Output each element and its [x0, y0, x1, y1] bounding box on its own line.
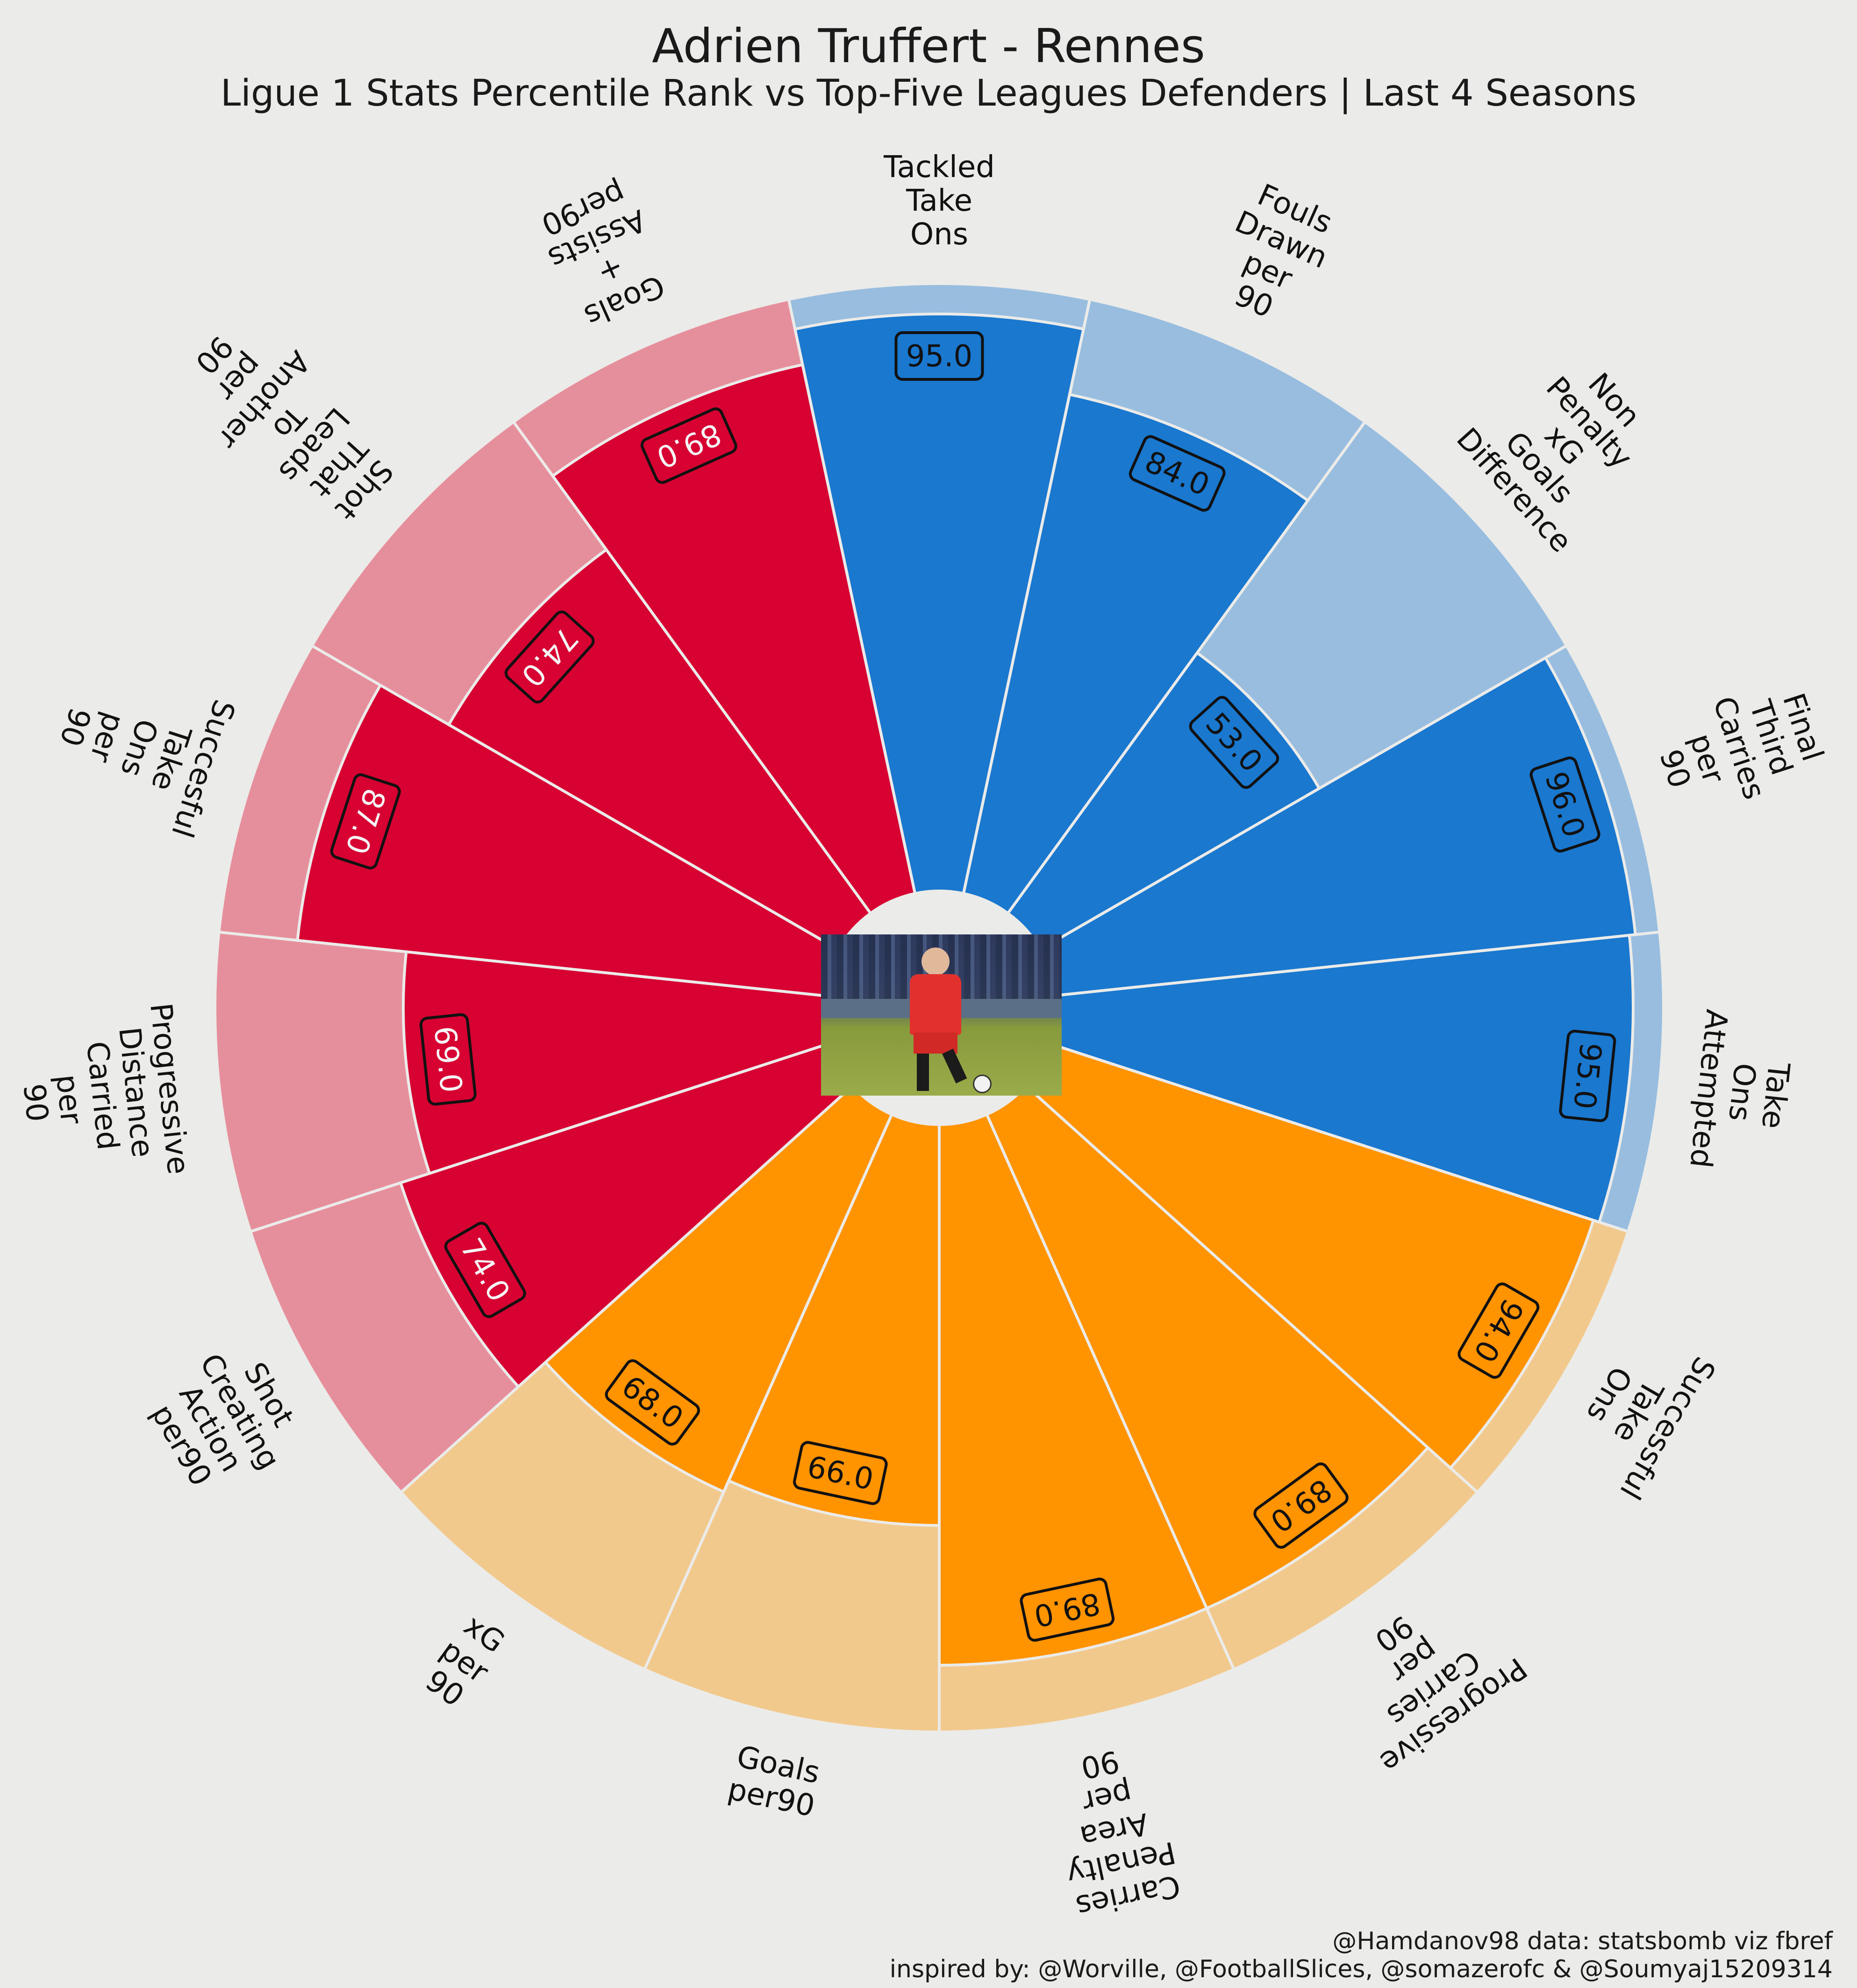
parameter-label: FinalThirdCarriesper90	[1642, 672, 1836, 825]
value-label: 66.0	[793, 1441, 888, 1505]
parameter-label: NonPenaltyxGGoalsDifference	[1450, 332, 1678, 559]
value-label-box	[504, 610, 595, 704]
value-label: 69.0	[419, 1013, 477, 1106]
parameter-label: xGper90	[414, 1605, 515, 1717]
value-label-box	[605, 1359, 700, 1446]
parameter-label: ShotCreatingActionper90	[135, 1331, 315, 1509]
value-label-box	[894, 331, 984, 381]
value-label-box	[1457, 1283, 1540, 1379]
value-label-box	[1128, 435, 1226, 512]
value-label-text: 95.0	[906, 339, 973, 374]
value-label: 89.0	[1020, 1577, 1115, 1642]
parameter-label: Goalsper90	[725, 1739, 825, 1824]
value-label-box	[1529, 756, 1600, 853]
parameter-label: Goals+Assistsper90	[529, 171, 679, 337]
parameter-label: ShotThatLeadsToAnotherper90	[161, 299, 416, 546]
parameter-label: SuccesfulTakeOnsper90	[36, 654, 242, 841]
value-label-box	[1559, 1029, 1616, 1122]
photo-player-leg	[917, 1054, 929, 1091]
value-label-text: 69.0	[427, 1025, 468, 1094]
photo-player-head	[921, 948, 950, 976]
value-label: 95.0	[894, 331, 984, 381]
value-label: 74.0	[444, 1222, 526, 1318]
credit-line-1: @Hamdanov98 data: statsbomb viz fbref	[1332, 1927, 1833, 1955]
value-label-box	[444, 1222, 526, 1318]
value-label-box	[1189, 696, 1279, 789]
player-photo	[821, 934, 1062, 1096]
parameter-label: ProgressiveDistanceCarriedper90	[9, 1001, 195, 1190]
value-label: 96.0	[1529, 756, 1600, 853]
value-label-box	[419, 1013, 477, 1106]
chart-title: Adrien Truffert - Rennes	[652, 19, 1205, 73]
parameter-label: FoulsDrawnper90	[1202, 174, 1346, 337]
parameter-label: Tackled Take Ons	[883, 150, 995, 252]
value-label-box	[1020, 1577, 1115, 1642]
photo-player-shirt	[910, 974, 961, 1035]
credit-line-2: inspired by: @Worville, @FootballSlices,…	[889, 1955, 1833, 1983]
chart-subtitle: Ligue 1 Stats Percentile Rank vs Top-Fiv…	[220, 72, 1637, 114]
value-label: 87.0	[330, 773, 401, 869]
parameter-label: TakeOnsAttempted	[1683, 1008, 1800, 1176]
value-label-text: 95.0	[1566, 1041, 1607, 1111]
parameter-label: CarriesPenaltyAreaper90	[1043, 1736, 1186, 1924]
photo-player-leg	[942, 1048, 967, 1083]
value-label-box	[330, 773, 401, 869]
value-label-box	[1253, 1462, 1349, 1549]
photo-ball	[973, 1075, 992, 1093]
value-label: 95.0	[1559, 1029, 1616, 1122]
value-label-box	[640, 407, 737, 484]
value-label: 89.0	[1253, 1462, 1349, 1549]
value-label-box	[793, 1441, 888, 1505]
